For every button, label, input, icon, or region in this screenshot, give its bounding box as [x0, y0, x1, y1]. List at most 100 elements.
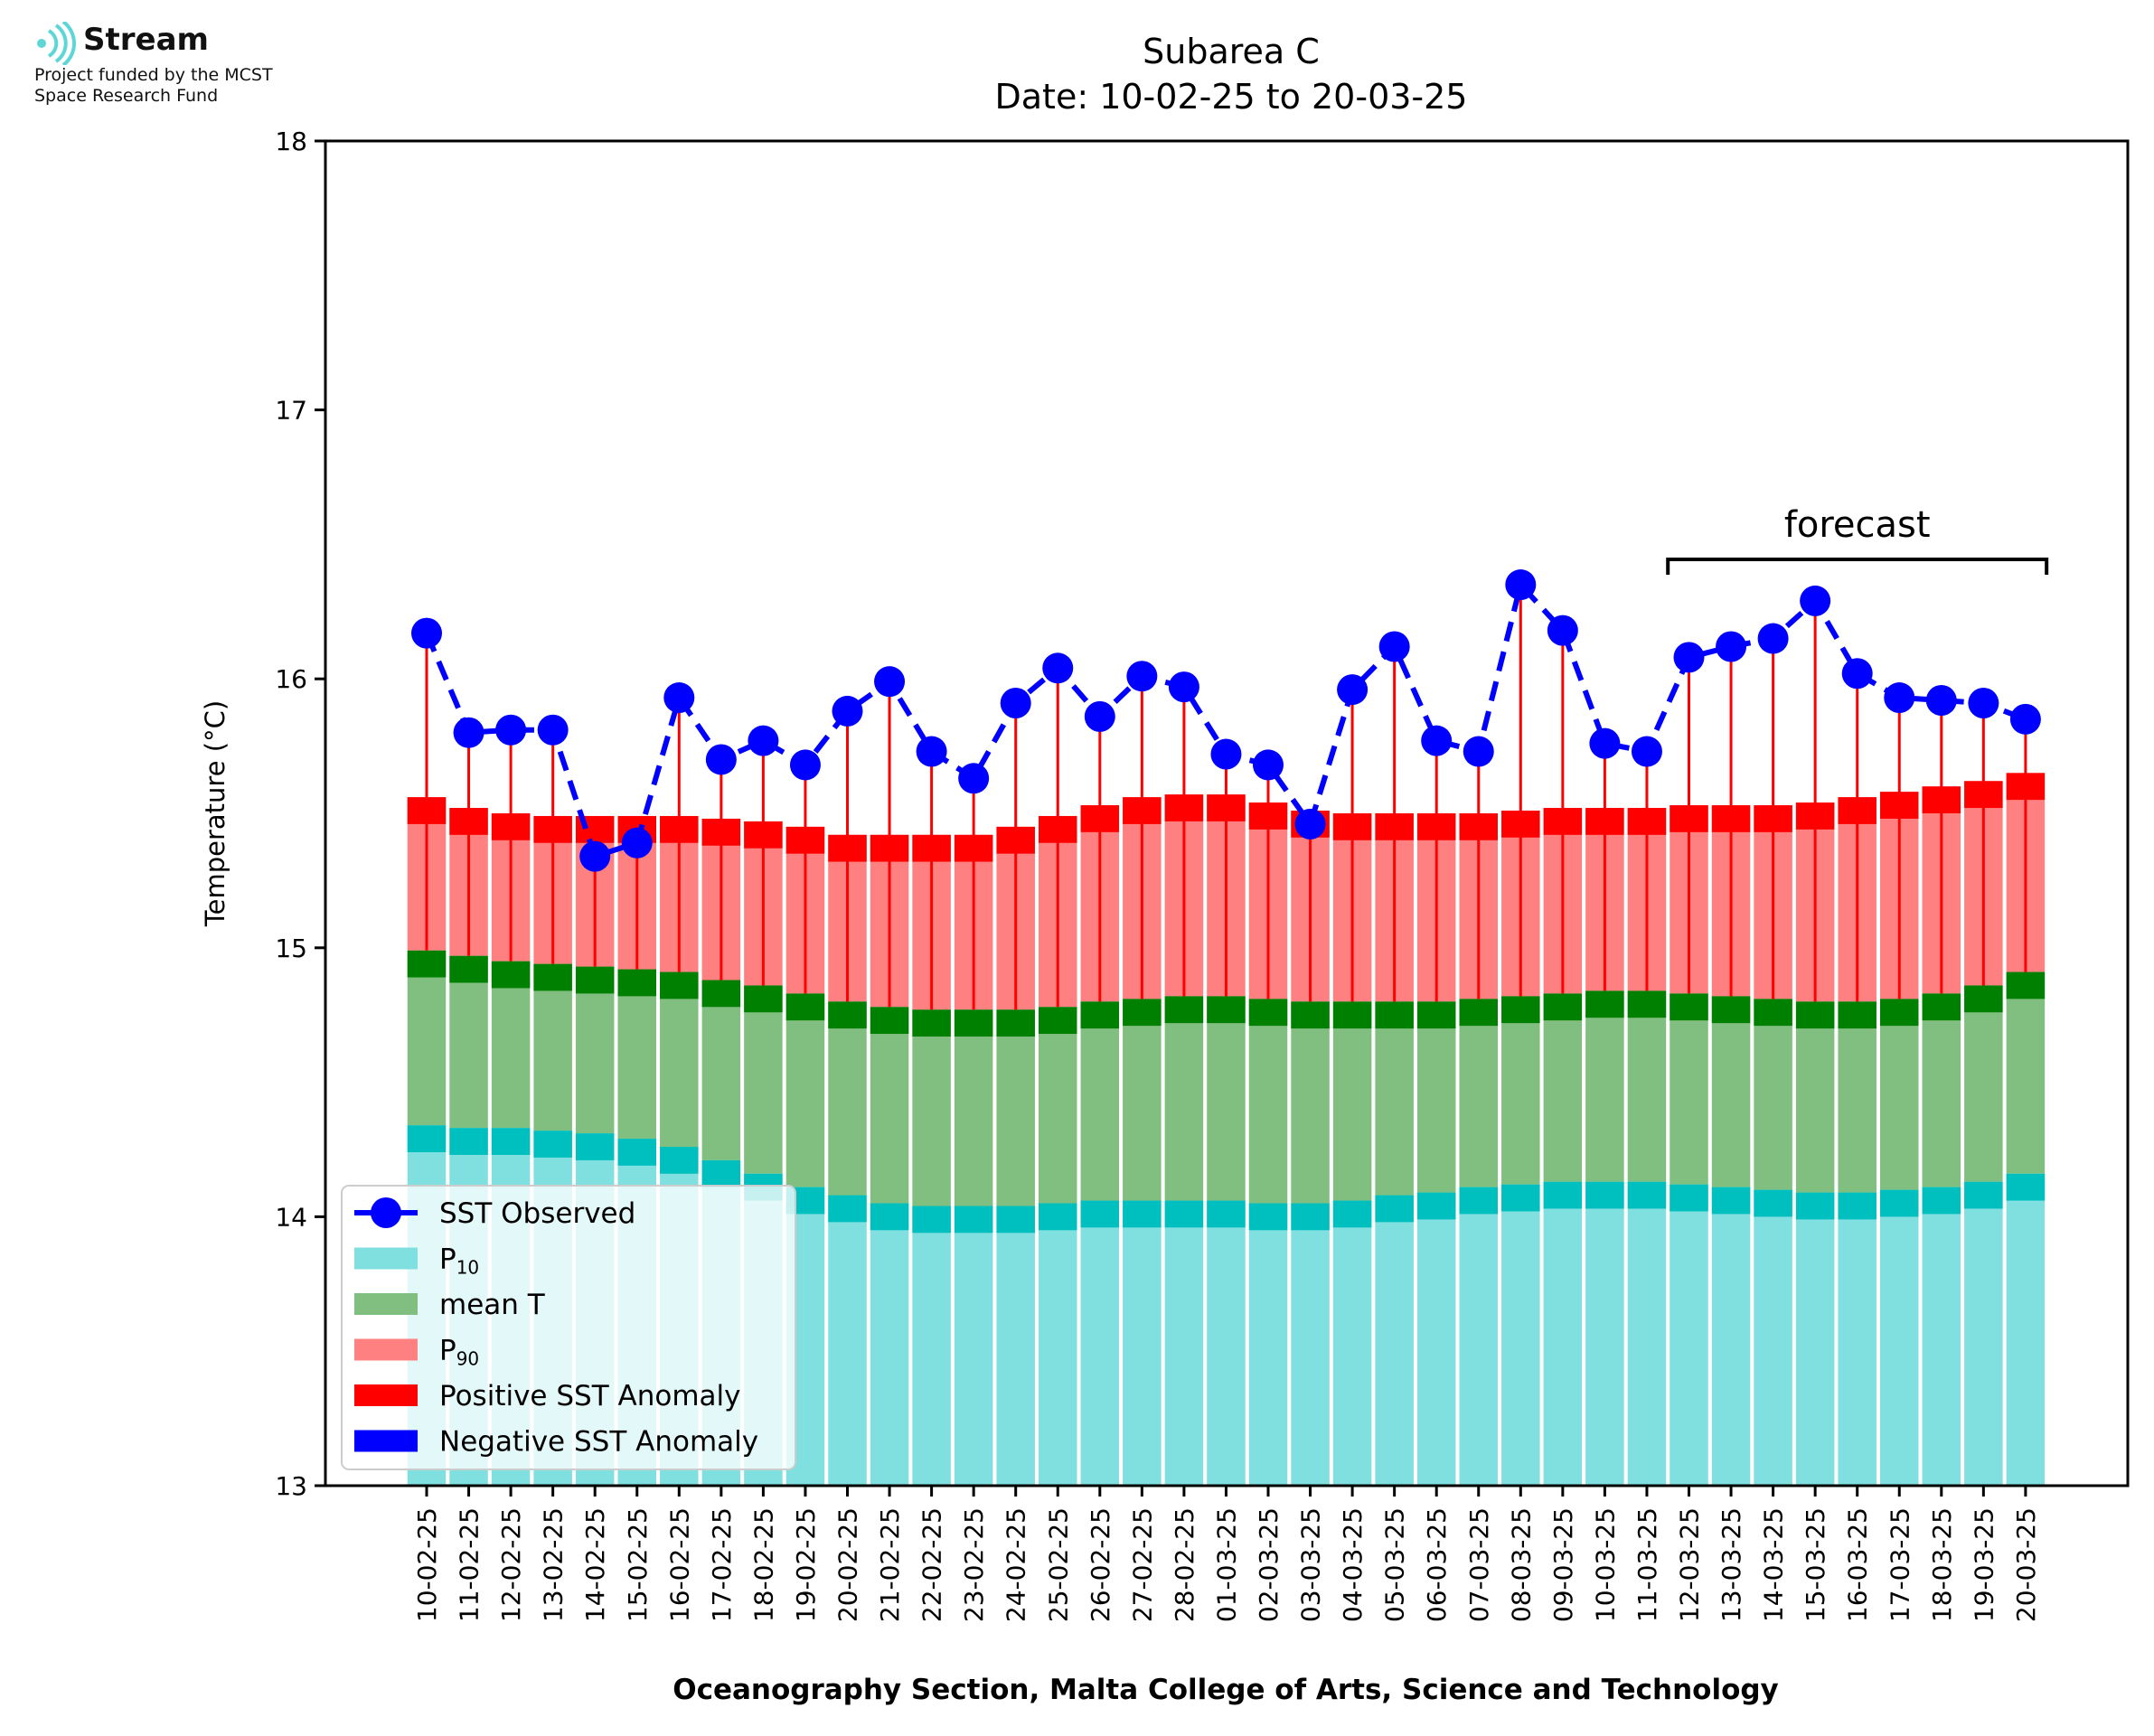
legend-label-subscript: 10 [456, 1257, 479, 1279]
band-p10 [1543, 1181, 1583, 1209]
x-axis: 10-02-25 11-02-25 12-02-25 13-02-25 14-02-25… [412, 1486, 2041, 1622]
band-p10 [1922, 1187, 1961, 1215]
band-p10 [1123, 1200, 1162, 1228]
band-p10 [1080, 1200, 1120, 1228]
band-mean-t [1501, 996, 1540, 1024]
bar-mean-t [1880, 999, 1919, 1190]
band-mean-t [1754, 999, 1792, 1027]
bar-mean-t [449, 955, 488, 1129]
band-mean-t [1416, 1001, 1456, 1029]
band-p10 [1332, 1200, 1372, 1228]
bar-p10 [2006, 1173, 2046, 1486]
band-p10 [1207, 1200, 1246, 1228]
bar-mean-t [575, 966, 615, 1134]
legend-label-mean: mean T [439, 1289, 546, 1321]
bar-mean-t [870, 1007, 909, 1204]
band-p10 [954, 1206, 993, 1234]
legend-swatch [354, 1384, 418, 1406]
bar-mean-t [1459, 999, 1498, 1187]
y-tick-label: 16 [275, 664, 307, 694]
bar-p10 [1332, 1200, 1372, 1486]
legend-swatch [354, 1293, 418, 1315]
x-tick-label: 13-02-25 [539, 1507, 569, 1622]
band-mean-t [491, 961, 531, 989]
bar-mean-t [996, 1009, 1035, 1206]
band-mean-t [1922, 993, 1961, 1021]
bar-layer [407, 773, 2046, 1486]
bar-mean-t [1501, 996, 1540, 1185]
band-p10 [828, 1195, 867, 1223]
x-tick-label: 16-03-25 [1843, 1507, 1873, 1622]
sst-observed-point [537, 714, 569, 746]
band-mean-t [912, 1009, 951, 1037]
band-mean-t [1080, 1001, 1120, 1029]
sst-observed-point [1253, 749, 1284, 781]
sst-observed-point [1294, 808, 1326, 840]
bar-mean-t [2006, 971, 2046, 1174]
band-mean-t [785, 993, 825, 1021]
x-tick-label: 01-03-25 [1211, 1507, 1241, 1622]
x-tick-label: 12-03-25 [1675, 1507, 1705, 1622]
x-tick-label: 14-03-25 [1759, 1507, 1789, 1622]
x-tick-label: 19-02-25 [791, 1507, 821, 1622]
band-mean-t [1670, 993, 1708, 1021]
band-mean-t [617, 969, 656, 997]
bar-p10 [1838, 1192, 1877, 1486]
x-tick-label: 11-02-25 [455, 1507, 484, 1622]
bar-p10 [1754, 1189, 1792, 1486]
sst-observed-point [1925, 685, 1957, 717]
band-mean-t [407, 950, 447, 978]
band-mean-t [1795, 1001, 1835, 1029]
x-tick-label: 25-02-25 [1043, 1507, 1073, 1622]
sst-observed-point [1084, 700, 1115, 732]
legend-label-p90: P90 [439, 1335, 479, 1370]
band-p10 [449, 1128, 488, 1155]
x-tick-label: 12-02-25 [496, 1507, 526, 1622]
band-p10 [996, 1206, 1035, 1234]
x-tick-label: 13-03-25 [1717, 1507, 1746, 1622]
band-p10 [1501, 1184, 1540, 1212]
band-mean-t [828, 1001, 867, 1029]
logo-subtitle: Project funded by the MCST Space Researc… [34, 65, 273, 107]
bar-mean-t [1375, 1001, 1414, 1196]
band-mean-t [1711, 996, 1751, 1024]
band-mean-t [996, 1009, 1035, 1037]
band-p10 [1291, 1203, 1330, 1231]
sst-observed-point [1589, 727, 1621, 759]
bar-mean-t [1627, 990, 1667, 1182]
bar-mean-t [1838, 1001, 1877, 1193]
sst-observed-point [1463, 736, 1494, 767]
bar-mean-t [912, 1009, 951, 1206]
band-p10 [701, 1159, 741, 1187]
logo-line-1: Project funded by the MCST [34, 65, 273, 85]
band-p10 [1039, 1203, 1077, 1231]
legend-swatch [354, 1247, 418, 1270]
sst-observed-point [411, 617, 442, 649]
bar-p10 [828, 1195, 867, 1486]
sst-observed-point [1421, 725, 1453, 756]
bar-p10 [1711, 1187, 1751, 1486]
bar-p10 [1164, 1200, 1204, 1486]
x-tick-label: 18-03-25 [1927, 1507, 1957, 1622]
sst-observed-point [495, 714, 527, 746]
sst-observed-point [1631, 736, 1662, 767]
legend-box [341, 1185, 796, 1470]
forecast-label: forecast [1784, 504, 1931, 546]
sst-observed-point [705, 744, 737, 775]
band-mean-t [1039, 1007, 1077, 1035]
y-tick-label: 17 [275, 396, 307, 426]
sst-observed-layer [411, 569, 2041, 872]
band-mean-t [449, 955, 488, 983]
bar-mean-t [1332, 1001, 1372, 1201]
sst-observed-point [2009, 703, 2041, 735]
sst-observed-point [1547, 615, 1578, 646]
band-mean-t [870, 1007, 909, 1035]
sst-observed-point [832, 695, 863, 727]
y-tick-label: 14 [275, 1202, 307, 1232]
x-tick-label: 04-03-25 [1338, 1507, 1368, 1622]
band-p10 [407, 1125, 447, 1152]
bar-mean-t [785, 993, 825, 1187]
bar-mean-t [828, 1001, 867, 1196]
bar-mean-t [1416, 1001, 1456, 1193]
bar-p10 [1585, 1181, 1624, 1486]
